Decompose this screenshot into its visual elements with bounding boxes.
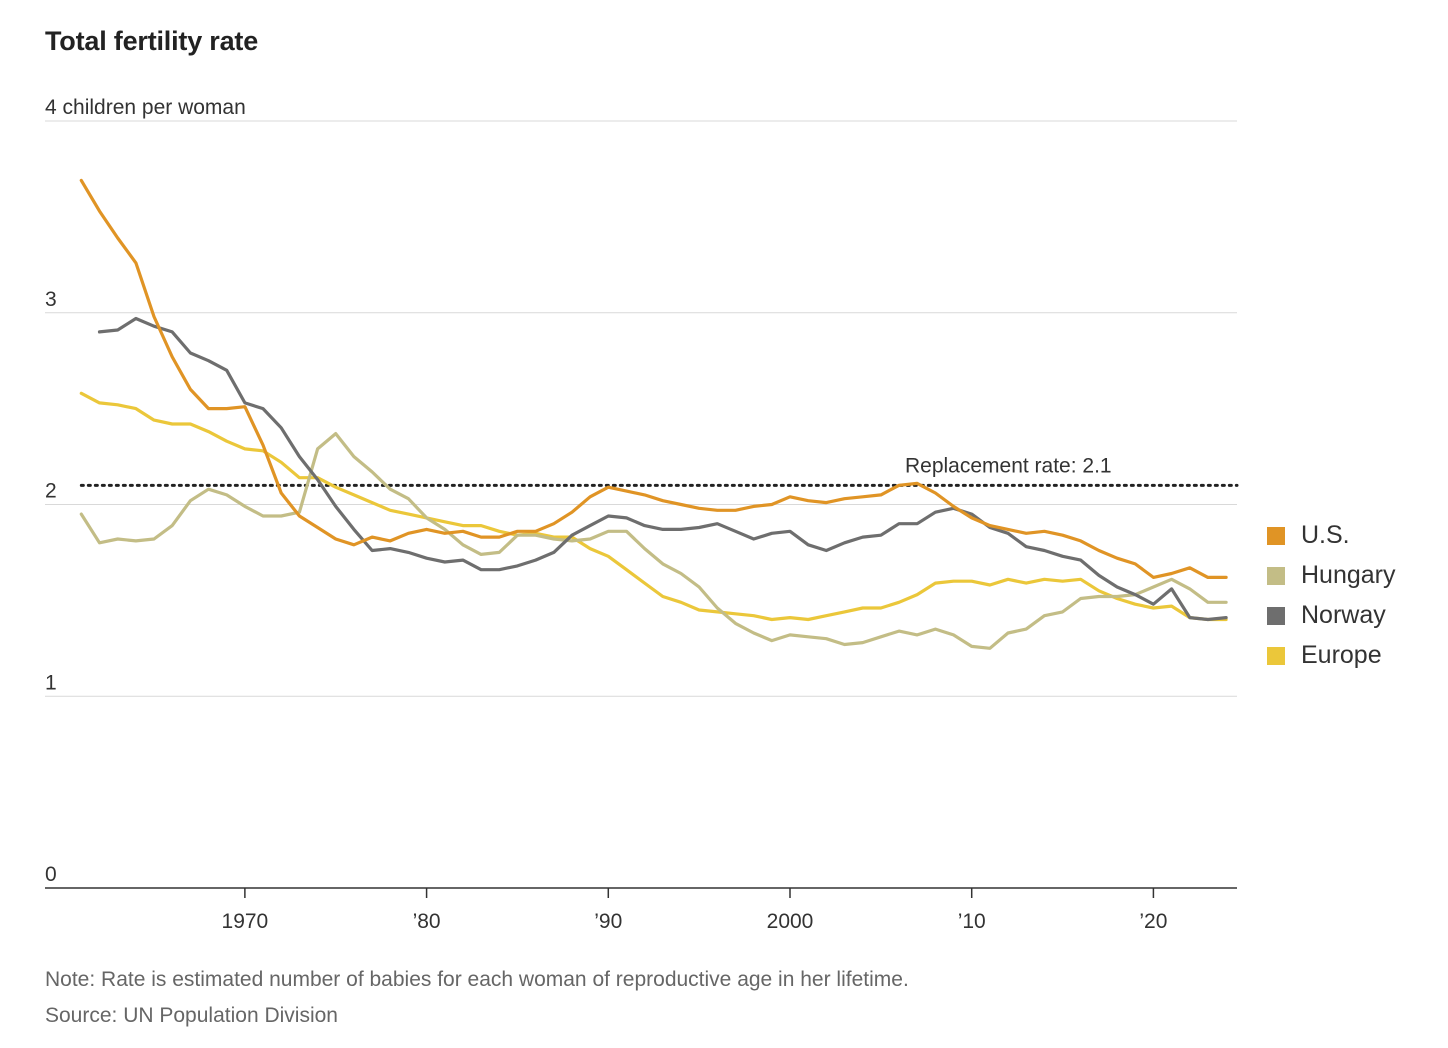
series-line-hungary xyxy=(79,432,1228,650)
gridlines: 0 1 2 3 4 children per woman xyxy=(45,96,1237,886)
legend-swatch-hungary xyxy=(1267,567,1285,585)
series-line-europe xyxy=(79,391,1228,622)
legend-label-hungary: Hungary xyxy=(1301,561,1396,589)
replacement-rate-label: Replacement rate: 2.1 xyxy=(905,454,1112,477)
legend-swatch-us xyxy=(1267,527,1285,545)
legend-item-us: U.S. xyxy=(1267,515,1437,555)
legend-label-us: U.S. xyxy=(1301,521,1350,549)
chart-title: Total fertility rate xyxy=(45,26,259,56)
x-tick-label: ’10 xyxy=(958,910,986,933)
x-tick-label: ’20 xyxy=(1139,910,1167,933)
note-text: Note: Rate is estimated number of babies… xyxy=(45,968,909,991)
legend: U.S. Hungary Norway Europe xyxy=(1267,515,1437,675)
legend-item-europe: Europe xyxy=(1267,635,1437,675)
replacement-rate-line: Replacement rate: 2.1 xyxy=(79,454,1239,487)
y-tick-label: 2 xyxy=(45,480,57,503)
y-tick-label: 1 xyxy=(45,671,57,694)
source-text: Source: UN Population Division xyxy=(45,1004,338,1027)
series-line-us xyxy=(79,178,1228,580)
legend-swatch-europe xyxy=(1267,647,1285,665)
legend-label-europe: Europe xyxy=(1301,641,1382,669)
legend-label-norway: Norway xyxy=(1301,601,1386,629)
y-tick-label: 4 children per woman xyxy=(45,96,246,119)
x-tick-label: ’80 xyxy=(413,910,441,933)
chart-footnote: Note: Rate is estimated number of babies… xyxy=(45,962,909,1034)
series-lines xyxy=(79,178,1228,650)
x-tick-label: ’90 xyxy=(594,910,622,933)
x-tick-label: 2000 xyxy=(767,910,814,933)
x-axis: 1970 ’80 ’90 2000 ’10 ’20 xyxy=(45,887,1237,933)
legend-item-norway: Norway xyxy=(1267,595,1437,635)
y-tick-label: 0 xyxy=(45,863,57,886)
legend-item-hungary: Hungary xyxy=(1267,555,1437,595)
legend-swatch-norway xyxy=(1267,607,1285,625)
y-tick-label: 3 xyxy=(45,288,57,311)
series-line-norway xyxy=(97,316,1228,622)
x-tick-label: 1970 xyxy=(222,910,269,933)
